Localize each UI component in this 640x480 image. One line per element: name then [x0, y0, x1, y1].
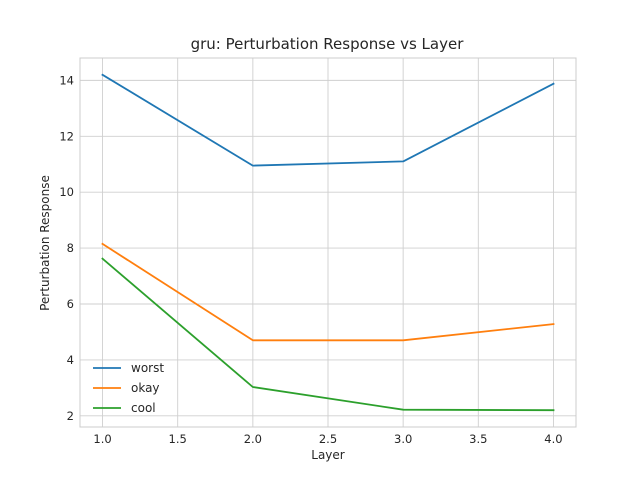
x-tick-label: 3.0 — [394, 432, 412, 446]
y-tick-label: 8 — [67, 241, 74, 255]
legend-label-worst: worst — [131, 361, 164, 375]
y-tick-label: 6 — [67, 297, 74, 311]
y-tick-label: 10 — [59, 185, 74, 199]
legend-label-cool: cool — [131, 401, 156, 415]
series-line-cool — [101, 257, 555, 412]
legend-label-okay: okay — [131, 381, 160, 395]
plot-frame — [79, 57, 577, 428]
y-tick-label: 12 — [59, 129, 74, 143]
chart-title: gru: Perturbation Response vs Layer — [191, 35, 465, 53]
y-tick-label: 14 — [59, 73, 74, 87]
x-tick-labels: 1.0 1.5 2.0 2.5 3.0 3.5 4.0 — [93, 432, 562, 446]
y-tick-label: 4 — [67, 353, 74, 367]
y-tick-labels: 2 4 6 8 10 12 14 — [59, 73, 74, 422]
x-tick-label: 1.5 — [169, 432, 187, 446]
x-tick-label: 2.5 — [319, 432, 337, 446]
x-tick-label: 4.0 — [544, 432, 562, 446]
x-tick-label: 1.0 — [93, 432, 111, 446]
legend: worst okay cool — [93, 361, 164, 415]
series-line-okay — [101, 242, 555, 342]
x-tick-label: 3.5 — [469, 432, 487, 446]
series-lines — [101, 73, 555, 412]
x-axis-label: Layer — [311, 448, 345, 462]
series-line-worst — [101, 73, 555, 167]
y-axis-label: Perturbation Response — [38, 175, 52, 311]
x-tick-label: 2.0 — [244, 432, 262, 446]
y-tick-label: 2 — [67, 409, 74, 423]
grid — [80, 58, 576, 427]
